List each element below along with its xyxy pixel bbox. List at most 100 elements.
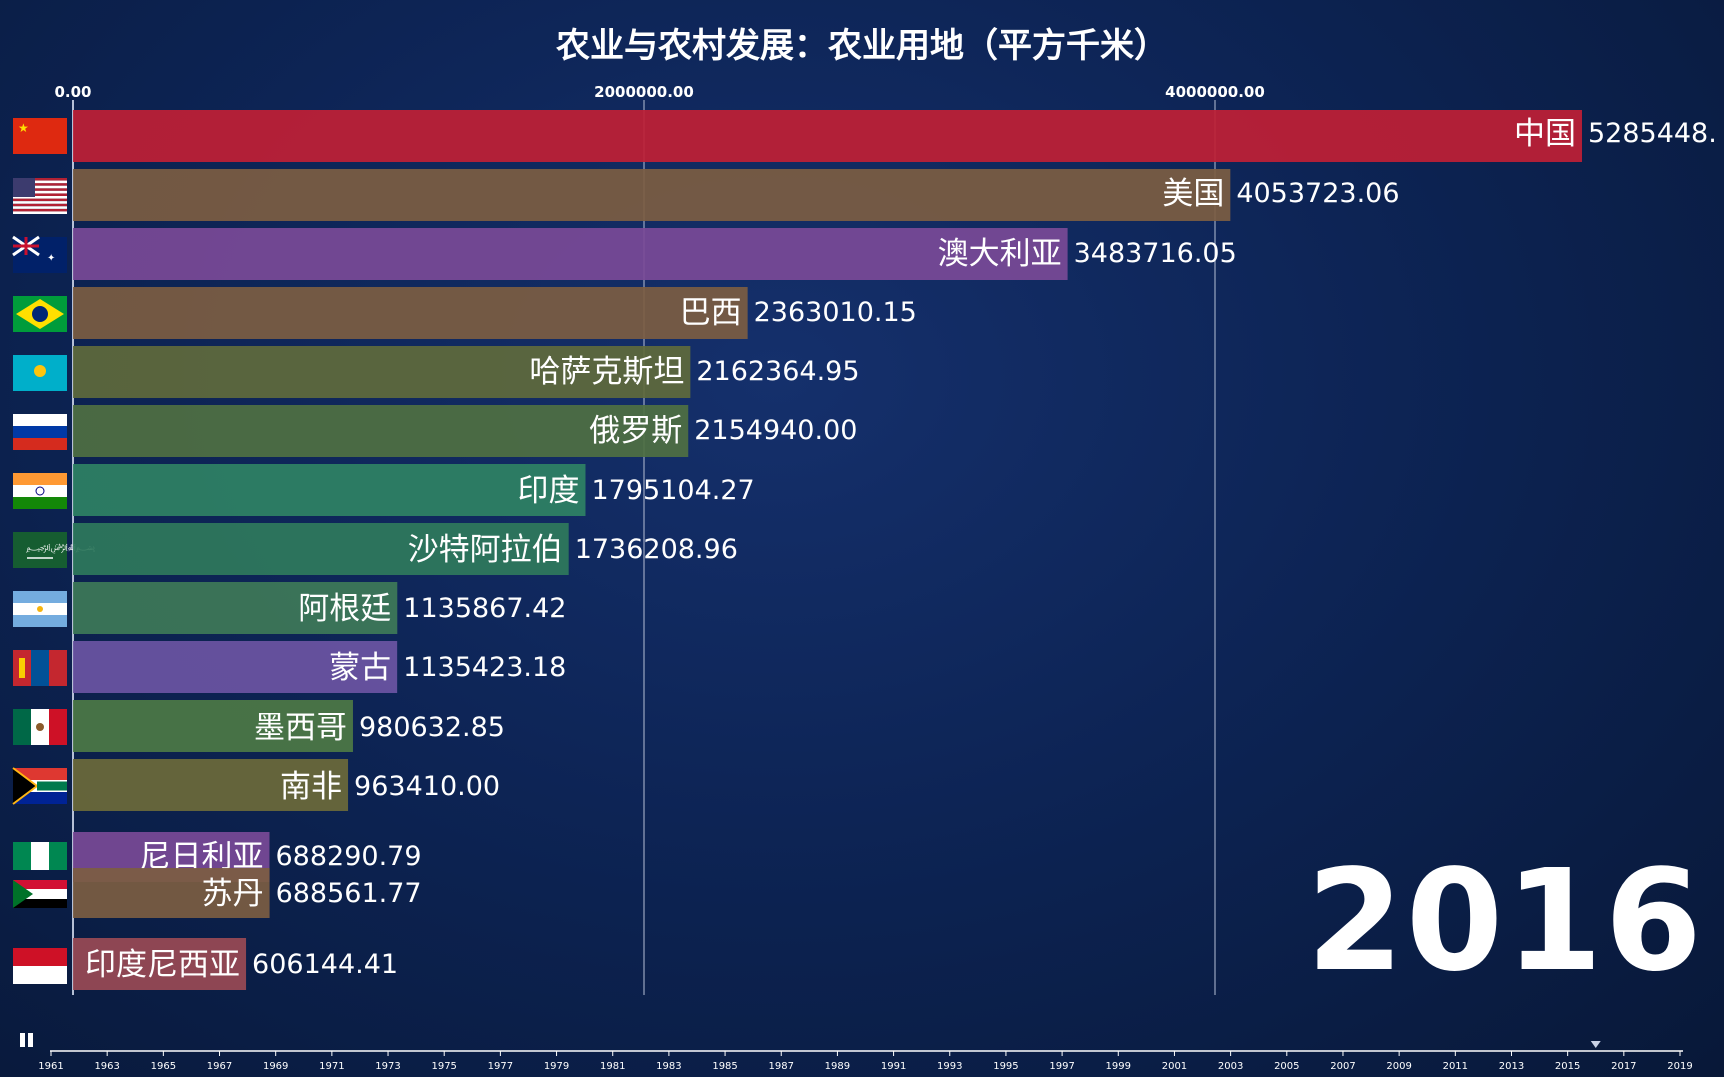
bar-category-label: 中国 — [1514, 116, 1576, 152]
bar-15 — [73, 938, 247, 990]
flag-part — [13, 473, 67, 485]
bar-10 — [73, 641, 398, 693]
flag-part — [13, 889, 67, 899]
flag-part — [34, 365, 46, 377]
flag-part — [13, 206, 67, 209]
bar-category-label: 墨西哥 — [254, 710, 347, 746]
bar-value-label: 606144.41 — [252, 949, 398, 980]
flag-part — [13, 532, 67, 568]
flag-part — [32, 306, 48, 322]
flag-part — [37, 606, 43, 612]
bar-5 — [73, 346, 691, 398]
mongolia-flag-icon — [13, 650, 67, 686]
flag-part — [13, 203, 67, 207]
flag-part — [13, 196, 67, 199]
bar-3 — [73, 228, 1068, 280]
bar-1 — [73, 110, 1582, 162]
bar-value-label: 3483716.05 — [1074, 238, 1237, 269]
bar-category-label: 沙特阿拉伯 — [408, 532, 563, 568]
current-year-label: 2016 — [1306, 840, 1704, 1003]
flag-part — [31, 650, 49, 686]
argentina-flag-icon — [13, 591, 67, 627]
bar-category-label: 哈萨克斯坦 — [529, 354, 684, 390]
bar-value-label: 2363010.15 — [754, 297, 917, 328]
flag-star: ★ — [18, 121, 29, 135]
bar-category-label: 阿根廷 — [298, 591, 391, 627]
flag-part — [13, 118, 67, 154]
kazakhstan-flag-icon — [13, 355, 67, 391]
flag-part — [13, 485, 67, 497]
bar-6 — [73, 405, 689, 457]
flag-star: ✦ — [47, 253, 55, 264]
flag-part — [13, 178, 67, 181]
flag-part — [13, 414, 67, 426]
bar-2 — [73, 169, 1231, 221]
brazil-flag-icon — [13, 296, 67, 332]
bar-value-label: 688561.77 — [276, 878, 422, 909]
flag-part — [13, 880, 33, 908]
bar-9 — [73, 582, 398, 634]
bar-value-label: 2162364.95 — [696, 356, 859, 387]
flag-part — [49, 650, 67, 686]
flag-part — [13, 497, 67, 509]
pause-icon-bar-right — [28, 1033, 33, 1047]
flag-part — [13, 193, 67, 196]
bar-12 — [73, 759, 349, 811]
bar-11 — [73, 700, 353, 752]
usa-flag-icon — [13, 178, 67, 214]
bar-category-label: 巴西 — [680, 295, 742, 331]
bar-category-label: 美国 — [1162, 176, 1224, 212]
flag-part — [13, 899, 67, 908]
axis-tick-label: 0.00 — [54, 83, 91, 101]
bar-7 — [73, 464, 586, 516]
flag-part — [13, 178, 35, 197]
bar-category-label: 苏丹 — [202, 876, 264, 912]
flag-part — [35, 486, 45, 496]
flag-part — [13, 966, 67, 984]
bar-category-label: 澳大利亚 — [938, 236, 1062, 272]
flag-part — [13, 188, 67, 191]
flag-part — [13, 842, 31, 870]
chart-title: 农业与农村发展：农业用地（平方千米） — [556, 26, 1168, 66]
bar-14 — [73, 868, 270, 918]
flag-part — [13, 185, 67, 189]
bar-value-label: 980632.85 — [359, 712, 505, 743]
bar-value-label: 963410.00 — [354, 771, 500, 802]
bar-8 — [73, 523, 569, 575]
flag-part — [13, 948, 67, 966]
flag-part — [13, 180, 67, 184]
china-flag-icon: ★ — [13, 118, 67, 154]
saudi-arabia-flag-icon: ﷽ — [13, 532, 95, 568]
bar-category-label: 俄罗斯 — [589, 413, 682, 449]
flag-part — [13, 183, 67, 186]
bar-4 — [73, 287, 748, 339]
axis-tick-label: 4000000.00 — [1165, 83, 1265, 101]
flag-part — [13, 880, 67, 889]
russia-flag-icon — [13, 414, 67, 450]
bar-value-label: 1736208.96 — [575, 534, 738, 565]
pause-icon-bar-left — [20, 1033, 25, 1047]
bar-category-label: 印度 — [518, 473, 580, 509]
flag-part — [13, 438, 67, 450]
sudan-flag-icon — [13, 880, 67, 908]
bar-value-label: 5285448. — [1588, 118, 1717, 149]
flag-part — [13, 426, 67, 438]
flag-part — [13, 201, 67, 204]
bar-value-label: 688290.79 — [276, 841, 422, 872]
flag-part — [13, 211, 67, 214]
flag-part — [49, 842, 67, 870]
flag-part — [36, 723, 44, 731]
mexico-flag-icon — [13, 709, 67, 745]
bar-value-label: 1135423.18 — [403, 652, 566, 683]
axis-tick-label: 2000000.00 — [594, 83, 694, 101]
south-africa-flag-icon — [12, 767, 67, 805]
bar-value-label: 1135867.42 — [403, 593, 566, 624]
pause-button[interactable] — [20, 1033, 36, 1049]
bar-category-label: 南非 — [280, 769, 342, 805]
bar-category-label: 印度尼西亚 — [85, 947, 240, 983]
flag-part — [49, 709, 67, 745]
bar-value-label: 2154940.00 — [694, 415, 857, 446]
flag-part — [13, 709, 31, 745]
flag-part — [13, 591, 67, 603]
